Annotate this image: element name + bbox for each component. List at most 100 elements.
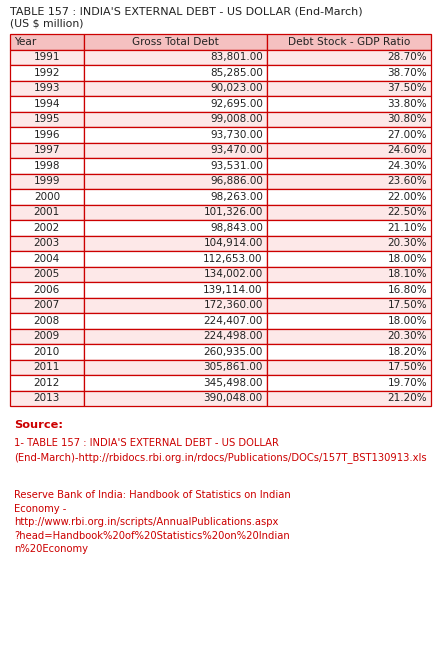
- Text: 38.70%: 38.70%: [386, 68, 426, 78]
- Bar: [84, 328, 266, 344]
- Bar: [84, 297, 266, 313]
- Bar: [10, 297, 84, 313]
- Text: 98,263.00: 98,263.00: [209, 192, 262, 202]
- Text: 134,002.00: 134,002.00: [203, 269, 262, 279]
- Text: 96,886.00: 96,886.00: [209, 176, 262, 186]
- Bar: [84, 390, 266, 406]
- Bar: [84, 50, 266, 65]
- Bar: [10, 266, 84, 282]
- Text: Source:: Source:: [14, 420, 63, 430]
- Text: 345,498.00: 345,498.00: [203, 378, 262, 388]
- Text: Reserve Bank of India: Handbook of Statistics on Indian
Economy -
http://www.rbi: Reserve Bank of India: Handbook of Stati…: [14, 490, 290, 555]
- Bar: [266, 81, 430, 96]
- Text: 1996: 1996: [34, 130, 60, 140]
- Text: 93,470.00: 93,470.00: [209, 145, 262, 155]
- Text: 2013: 2013: [34, 393, 60, 403]
- Bar: [10, 344, 84, 359]
- Bar: [266, 96, 430, 112]
- Text: 112,653.00: 112,653.00: [203, 253, 262, 264]
- Text: 224,498.00: 224,498.00: [203, 332, 262, 341]
- Bar: [84, 313, 266, 328]
- Text: 139,114.00: 139,114.00: [203, 284, 262, 295]
- Bar: [266, 251, 430, 266]
- Bar: [10, 328, 84, 344]
- Bar: [10, 220, 84, 235]
- Bar: [10, 235, 84, 251]
- Bar: [84, 81, 266, 96]
- Text: 23.60%: 23.60%: [386, 176, 426, 186]
- Text: 27.00%: 27.00%: [387, 130, 426, 140]
- Bar: [266, 390, 430, 406]
- Bar: [266, 282, 430, 297]
- Text: 2011: 2011: [34, 362, 60, 372]
- Bar: [84, 112, 266, 127]
- Bar: [266, 127, 430, 143]
- Text: Debt Stock - GDP Ratio: Debt Stock - GDP Ratio: [287, 37, 409, 46]
- Bar: [10, 65, 84, 81]
- Text: TABLE 157 : INDIA'S EXTERNAL DEBT - US DOLLAR (End-March): TABLE 157 : INDIA'S EXTERNAL DEBT - US D…: [10, 6, 362, 16]
- Bar: [84, 235, 266, 251]
- Bar: [266, 266, 430, 282]
- Text: 2009: 2009: [34, 332, 60, 341]
- Text: 93,730.00: 93,730.00: [209, 130, 262, 140]
- Text: 1992: 1992: [34, 68, 60, 78]
- Bar: [266, 220, 430, 235]
- Bar: [10, 313, 84, 328]
- Text: 18.10%: 18.10%: [386, 269, 426, 279]
- Bar: [10, 96, 84, 112]
- Bar: [84, 266, 266, 282]
- Text: 1993: 1993: [34, 83, 60, 94]
- Bar: [266, 65, 430, 81]
- Text: 1999: 1999: [34, 176, 60, 186]
- Text: 2001: 2001: [34, 207, 60, 217]
- Text: 18.20%: 18.20%: [386, 347, 426, 357]
- Text: 2012: 2012: [34, 378, 60, 388]
- Bar: [266, 297, 430, 313]
- Bar: [266, 328, 430, 344]
- Text: 2006: 2006: [34, 284, 60, 295]
- Text: 2002: 2002: [34, 223, 60, 233]
- Bar: [266, 174, 430, 189]
- Bar: [266, 50, 430, 65]
- Bar: [84, 282, 266, 297]
- Bar: [10, 50, 84, 65]
- Text: 90,023.00: 90,023.00: [210, 83, 262, 94]
- Text: 260,935.00: 260,935.00: [203, 347, 262, 357]
- Text: (US $ million): (US $ million): [10, 18, 83, 28]
- Text: 24.60%: 24.60%: [386, 145, 426, 155]
- Text: 1998: 1998: [34, 161, 60, 171]
- Bar: [84, 174, 266, 189]
- Text: 98,843.00: 98,843.00: [209, 223, 262, 233]
- Bar: [84, 158, 266, 174]
- Text: 20.30%: 20.30%: [387, 332, 426, 341]
- Bar: [10, 390, 84, 406]
- Bar: [10, 158, 84, 174]
- Bar: [84, 143, 266, 158]
- Text: 99,008.00: 99,008.00: [210, 114, 262, 124]
- Text: 1994: 1994: [34, 99, 60, 109]
- Text: 21.10%: 21.10%: [386, 223, 426, 233]
- Bar: [10, 81, 84, 96]
- Bar: [266, 143, 430, 158]
- Text: 172,360.00: 172,360.00: [203, 301, 262, 310]
- Bar: [10, 189, 84, 204]
- Bar: [266, 112, 430, 127]
- Text: 33.80%: 33.80%: [386, 99, 426, 109]
- Text: 30.80%: 30.80%: [387, 114, 426, 124]
- Text: 37.50%: 37.50%: [386, 83, 426, 94]
- Text: 16.80%: 16.80%: [386, 284, 426, 295]
- Text: 2010: 2010: [34, 347, 60, 357]
- Text: 1997: 1997: [34, 145, 60, 155]
- Bar: [84, 127, 266, 143]
- Text: 83,801.00: 83,801.00: [209, 52, 262, 63]
- Bar: [84, 344, 266, 359]
- Text: 2007: 2007: [34, 301, 60, 310]
- Bar: [10, 34, 84, 50]
- Text: 20.30%: 20.30%: [387, 238, 426, 248]
- Text: Gross Total Debt: Gross Total Debt: [131, 37, 218, 46]
- Text: 17.50%: 17.50%: [386, 301, 426, 310]
- Text: 2004: 2004: [34, 253, 60, 264]
- Text: 1995: 1995: [34, 114, 60, 124]
- Bar: [84, 251, 266, 266]
- Text: 24.30%: 24.30%: [386, 161, 426, 171]
